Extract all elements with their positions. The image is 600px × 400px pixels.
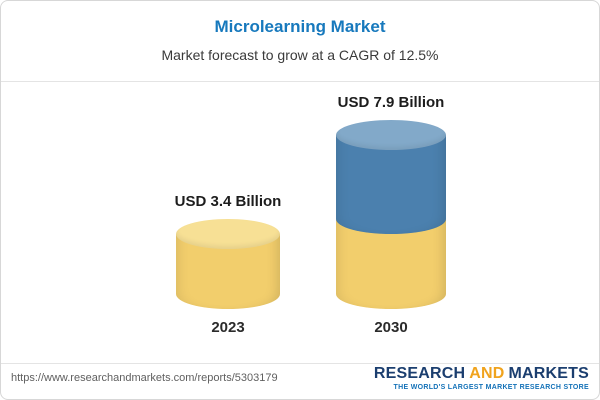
logo-word-markets: MARKETS [508,365,589,382]
bar-2030-growth-segment [336,135,446,235]
logo-wordmark: RESEARCH AND MARKETS [374,365,589,383]
logo-tagline: THE WORLD'S LARGEST MARKET RESEARCH STOR… [393,384,589,391]
logo-word-and: AND [469,365,505,382]
x-label-2030: 2030 [374,319,408,336]
value-label-2030: USD 7.9 Billion [337,94,445,112]
logo-word-research: RESEARCH [373,365,466,382]
chart-title: Microlearning Market [214,17,386,36]
value-label-2023: USD 3.4 Billion [174,193,282,211]
bar-2030-top-ellipse [336,120,446,151]
chart-subtitle: Market forecast to grow at a CAGR of 12.… [161,47,439,63]
report-url[interactable]: https://www.researchandmarkets.com/repor… [11,372,278,384]
x-label-2023: 2023 [211,319,245,336]
research-and-markets-logo: RESEARCH AND MARKETS THE WORLD'S LARGEST M… [374,365,589,391]
footer-divider [1,363,599,364]
bar-2030-base-segment [336,219,446,309]
bar-2023-top-ellipse [176,219,280,250]
bar-2023 [176,219,280,309]
header-divider [1,81,599,82]
bar-2030 [336,120,446,309]
